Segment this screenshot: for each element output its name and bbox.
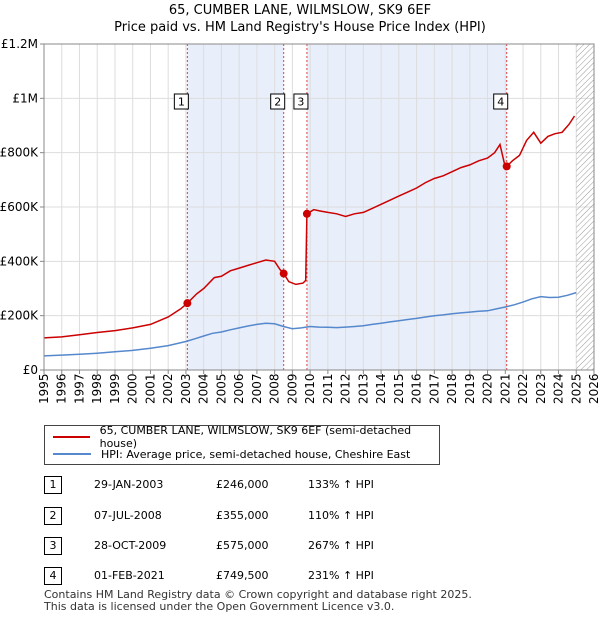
chart-plot: 1 2 3 4 £0 £200K £400K £600K £800K £1M £1.2M 1995 19…: [0, 37, 600, 404]
transaction-price: £355,000: [216, 509, 269, 522]
transaction-date: 07-JUL-2008: [94, 509, 162, 522]
legend-item-hpi: HPI: Average price, semi-detached house,…: [53, 446, 410, 462]
x-tick-label: 2008: [268, 373, 282, 404]
transaction-hpi-pct: 133% ↑ HPI: [308, 478, 374, 491]
legend: 65, CUMBER LANE, WILMSLOW, SK9 6EF (semi…: [44, 424, 440, 465]
sale-number-label: 1: [178, 96, 185, 109]
y-tick-label: £400K: [0, 254, 39, 268]
x-tick-label: 1999: [108, 373, 122, 404]
footer-licence: This data is licensed under the Open Gov…: [44, 600, 395, 613]
x-tick-label: 2010: [303, 373, 317, 404]
x-tick-label: 2011: [321, 373, 335, 404]
x-tick-label: 2006: [232, 373, 246, 404]
transaction-date: 01-FEB-2021: [94, 569, 165, 582]
x-tick-label: 2012: [339, 373, 353, 404]
transaction-hpi-pct: 231% ↑ HPI: [308, 569, 374, 582]
sale-marker: [279, 269, 288, 278]
footer: Contains HM Land Registry data © Crown c…: [44, 589, 472, 613]
legend-swatch-property: [53, 436, 90, 438]
chart-title-address: 65, CUMBER LANE, WILMSLOW, SK9 6EF: [168, 3, 432, 18]
sale-number-label: 4: [497, 96, 504, 109]
x-tick-label: 2019: [463, 373, 477, 404]
transaction-hpi-pct: 267% ↑ HPI: [308, 539, 374, 552]
x-tick-label: 2000: [126, 373, 140, 404]
x-tick-label: 2005: [214, 373, 228, 404]
y-tick-label: £1.2M: [1, 37, 38, 51]
x-tick-label: 2002: [161, 373, 175, 404]
y-tick-label: £1M: [12, 91, 38, 105]
legend-label-hpi: HPI: Average price, semi-detached house,…: [101, 447, 411, 461]
x-tick-label: 2026: [587, 373, 600, 404]
hpi-line: [43, 291, 577, 357]
x-tick-label: 2018: [445, 373, 459, 404]
forecast-region: [576, 44, 594, 370]
sale-number-label: 3: [297, 96, 304, 109]
transaction-number: 4: [44, 567, 62, 585]
x-tick-label: 2003: [179, 373, 193, 404]
sale-number-box: [270, 93, 286, 110]
transaction-number: 2: [44, 507, 62, 525]
footer-copyright: Contains HM Land Registry data © Crown c…: [44, 588, 472, 601]
transaction-price: £575,000: [216, 539, 269, 552]
x-tick-label: 1997: [72, 373, 86, 404]
x-tick-label: 2014: [374, 373, 388, 404]
x-tick-label: 1996: [55, 373, 69, 404]
y-tick-label: £0: [23, 363, 38, 377]
transaction-row: 2 07-JUL-2008 £355,000 110% ↑ HPI: [44, 507, 464, 527]
legend-label-property: 65, CUMBER LANE, WILMSLOW, SK9 6EF (semi…: [99, 424, 412, 450]
sale-number-box: [173, 93, 189, 110]
x-tick-label: 2001: [143, 373, 157, 404]
sale-marker: [183, 299, 192, 308]
x-tick-label: 2017: [427, 373, 441, 404]
x-tick-label: 2024: [552, 373, 566, 404]
sale-marker: [302, 209, 311, 218]
x-tick-label: 2023: [534, 373, 548, 404]
y-tick-label: £600K: [0, 200, 39, 214]
transaction-number: 3: [44, 537, 62, 555]
legend-item-property: 65, CUMBER LANE, WILMSLOW, SK9 6EF (semi…: [53, 424, 439, 450]
transaction-price: £749,500: [216, 569, 269, 582]
sale-number-box: [493, 93, 509, 110]
transaction-hpi-pct: 110% ↑ HPI: [308, 509, 374, 522]
x-tick-label: 2009: [285, 373, 299, 404]
x-tick-label: 2021: [498, 373, 512, 404]
transaction-number: 1: [44, 476, 62, 494]
x-tick-label: 1998: [90, 373, 104, 404]
transaction-row: 1 29-JAN-2003 £246,000 133% ↑ HPI: [44, 476, 464, 496]
sale-marker: [502, 162, 511, 171]
y-tick-label: £800K: [0, 146, 39, 160]
transaction-row: 3 28-OCT-2009 £575,000 267% ↑ HPI: [44, 537, 464, 557]
x-tick-label: 2016: [410, 373, 424, 404]
y-tick-label: £200K: [0, 309, 39, 323]
sale-number-box: [293, 93, 309, 110]
x-tick-label: 2007: [250, 373, 264, 404]
chart-title-subtitle: Price paid vs. HM Land Registry's House …: [114, 20, 486, 35]
x-tick-label: 2025: [569, 373, 583, 404]
x-tick-label: 2004: [197, 373, 211, 404]
transaction-row: 4 01-FEB-2021 £749,500 231% ↑ HPI: [44, 567, 464, 587]
transaction-date: 29-JAN-2003: [94, 478, 164, 491]
x-tick-label: 1995: [37, 373, 51, 404]
transaction-price: £246,000: [216, 478, 269, 491]
x-tick-label: 2015: [392, 373, 406, 404]
x-tick-label: 2022: [516, 373, 530, 404]
x-tick-label: 2013: [356, 373, 370, 404]
sale-number-label: 2: [274, 96, 281, 109]
x-tick-label: 2020: [481, 373, 495, 404]
transaction-date: 28-OCT-2009: [94, 539, 167, 552]
legend-swatch-hpi: [53, 453, 91, 455]
